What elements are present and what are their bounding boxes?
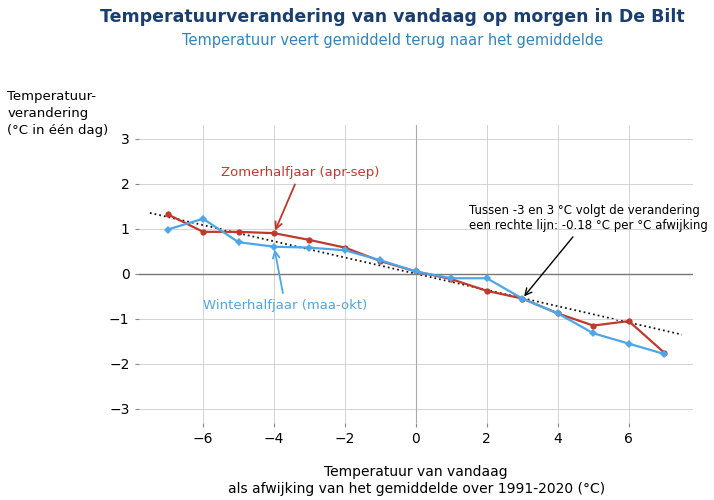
Text: Zomerhalfjaar (apr-sep): Zomerhalfjaar (apr-sep) xyxy=(221,166,379,229)
Text: als afwijking van het gemiddelde over 1991-2020 (°C): als afwijking van het gemiddelde over 19… xyxy=(228,482,605,496)
Text: Temperatuur van vandaag: Temperatuur van vandaag xyxy=(324,465,508,479)
Text: Tussen -3 en 3 °C volgt de verandering
een rechte lijn: -0.18 °C per °C afwijkin: Tussen -3 en 3 °C volgt de verandering e… xyxy=(469,204,708,295)
Text: Temperatuur-
verandering
(°C in één dag): Temperatuur- verandering (°C in één dag) xyxy=(7,90,109,137)
Text: Temperatuur veert gemiddeld terug naar het gemiddelde: Temperatuur veert gemiddeld terug naar h… xyxy=(182,32,603,48)
Text: Temperatuurverandering van vandaag op morgen in De Bilt: Temperatuurverandering van vandaag op mo… xyxy=(101,8,685,26)
Text: Winterhalfjaar (maa-okt): Winterhalfjaar (maa-okt) xyxy=(203,252,367,312)
